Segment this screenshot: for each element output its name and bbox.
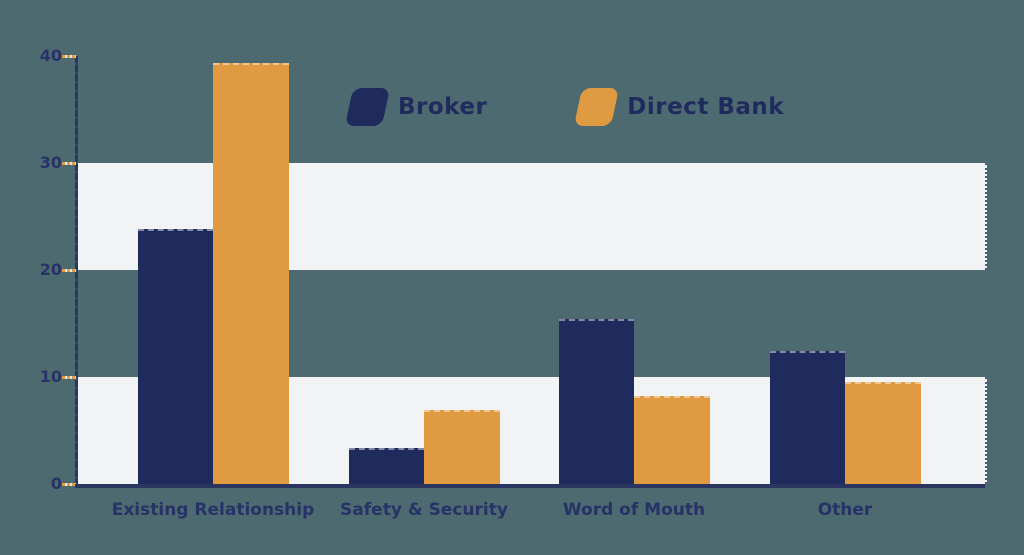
y-tick-mark-10 [62, 376, 76, 379]
y-tick-mark-30 [62, 162, 76, 165]
y-tick-label-0: 0 [50, 474, 62, 493]
legend-swatch-icon-broker [344, 88, 391, 126]
x-category-label-word-of-mouth: Word of Mouth [562, 500, 706, 520]
y-tick-label-30: 30 [39, 153, 62, 172]
y-tick-mark-40 [62, 55, 76, 58]
bar-direct-bank-existing-relationship [213, 63, 289, 486]
x-category-label-safety-security: Safety & Security [340, 500, 508, 520]
y-tick-label-10: 10 [39, 367, 62, 386]
y-tick-mark-20 [62, 269, 76, 272]
legend-label-broker: Broker [398, 94, 488, 120]
bar-broker-safety-security [348, 447, 424, 486]
legend-item-broker: Broker [344, 88, 488, 126]
y-axis-line [75, 56, 78, 488]
legend-label-direct-bank: Direct Bank [627, 94, 785, 120]
chart-legend: Broker Direct Bank [344, 88, 785, 126]
bar-broker-existing-relationship [137, 229, 213, 486]
y-tick-label-40: 40 [39, 46, 62, 65]
x-axis-line [75, 484, 985, 488]
bar-broker-other [769, 351, 845, 486]
y-tick-mark-0 [62, 483, 76, 486]
x-category-label-other: Other [817, 500, 873, 520]
bar-direct-bank-other [845, 382, 921, 486]
bar-direct-bank-word-of-mouth [634, 396, 710, 486]
bar-direct-bank-safety-security [424, 410, 500, 486]
legend-swatch-icon-direct-bank [574, 88, 620, 126]
y-tick-label-20: 20 [39, 260, 62, 279]
legend-item-direct-bank: Direct Bank [574, 88, 785, 126]
bar-broker-word-of-mouth [558, 319, 634, 486]
x-category-label-existing-relationship: Existing Relationship [111, 500, 315, 520]
